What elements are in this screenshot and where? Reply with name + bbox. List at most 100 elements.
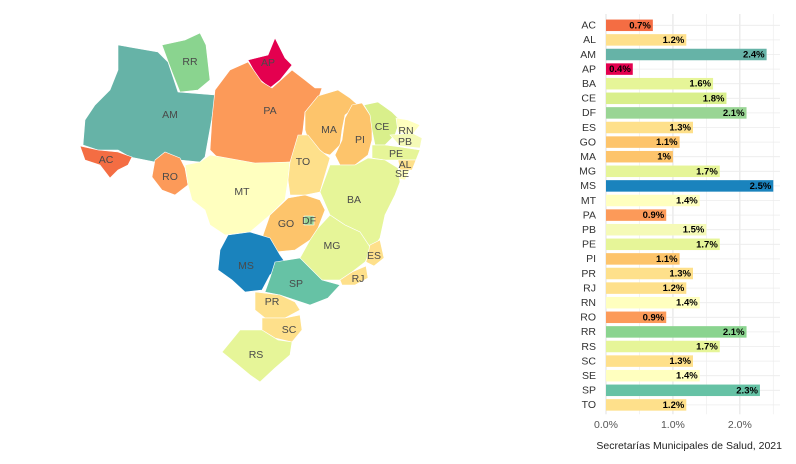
map-label-PA: PA	[263, 105, 276, 117]
state-PR	[254, 291, 301, 319]
y-tick-label-PA: PA	[583, 209, 596, 221]
bar-AC	[606, 19, 653, 32]
y-tick-label-CE: CE	[581, 93, 596, 105]
y-tick-label-MS: MS	[580, 180, 596, 192]
map-label-DF: DF	[302, 215, 316, 227]
bar-value-label-SC: 1.3%	[669, 356, 691, 367]
state-DF	[303, 215, 315, 226]
bar-value-label-MT: 1.4%	[676, 196, 698, 207]
bar-RR	[606, 326, 747, 338]
bar-TO	[606, 399, 687, 411]
map-label-GO: GO	[278, 218, 294, 230]
bar-value-label-AC: 0.7%	[629, 20, 651, 31]
bar-value-label-PR: 1.3%	[669, 269, 691, 280]
bar-GO	[606, 136, 680, 148]
x-tick-label: 2.0%	[728, 419, 752, 431]
bar-value-label-PA: 0.9%	[643, 210, 665, 221]
bar-BA	[606, 77, 714, 90]
bar-MA	[606, 150, 673, 163]
bar-value-label-RJ: 1.2%	[663, 283, 685, 294]
state-RJ	[339, 265, 369, 286]
bar-PR	[606, 267, 693, 280]
y-tick-label-ES: ES	[582, 122, 596, 134]
map-label-SC: SC	[282, 324, 297, 336]
map-label-SE: SE	[395, 168, 409, 180]
bar-PB	[606, 223, 707, 236]
bar-value-label-CE: 1.8%	[703, 93, 725, 104]
bar-MG	[606, 165, 720, 178]
state-ES	[365, 239, 385, 267]
y-tick-label-GO: GO	[580, 136, 596, 148]
state-RS	[221, 329, 293, 383]
bar-SP	[606, 384, 760, 397]
bar-PE	[606, 238, 720, 251]
map-label-AP: AP	[261, 57, 275, 69]
state-RN	[395, 117, 421, 136]
bar-value-label-DF: 2.1%	[723, 108, 745, 119]
y-tick-label-RS: RS	[581, 341, 596, 353]
map-label-ES: ES	[367, 250, 381, 262]
bar-value-label-AL: 1.2%	[663, 35, 685, 46]
map-label-PB: PB	[398, 136, 412, 148]
map-label-AC: AC	[99, 154, 114, 166]
bar-PA	[606, 209, 667, 221]
bar-value-label-MA: 1%	[657, 152, 671, 163]
state-CE	[363, 101, 401, 146]
state-PB	[389, 132, 423, 149]
map-label-PI: PI	[355, 134, 365, 146]
bar-value-label-RO: 0.9%	[643, 312, 665, 323]
map-label-RS: RS	[249, 349, 264, 361]
y-tick-label-AP: AP	[582, 63, 596, 75]
bar-value-label-SE: 1.4%	[676, 371, 698, 382]
bar-value-label-PI: 1.1%	[656, 254, 678, 265]
y-tick-label-PI: PI	[586, 253, 596, 265]
y-tick-label-MA: MA	[580, 151, 596, 163]
bar-CE	[606, 92, 727, 105]
state-AL	[397, 159, 417, 171]
y-tick-label-PB: PB	[582, 224, 596, 236]
map-label-AL: AL	[399, 159, 412, 171]
map-label-PR: PR	[265, 296, 280, 308]
bar-value-label-AM: 2.4%	[743, 50, 765, 61]
y-tick-label-TO: TO	[582, 399, 596, 411]
state-RR	[161, 32, 211, 93]
map-label-TO: TO	[296, 156, 310, 168]
y-tick-label-BA: BA	[582, 78, 596, 90]
map-label-PE: PE	[389, 148, 403, 160]
map-label-BA: BA	[347, 194, 361, 206]
brazil-map: RR AP AM PA MA CE RN PB PI PE AL SE AC T…	[79, 32, 423, 383]
bar-value-label-MS: 2.5%	[750, 181, 772, 192]
map-label-MG: MG	[324, 240, 341, 252]
y-tick-label-RO: RO	[580, 312, 596, 324]
bar-value-label-PE: 1.7%	[696, 239, 718, 250]
bar-value-label-MG: 1.7%	[696, 166, 718, 177]
y-tick-label-RN: RN	[581, 297, 596, 309]
bar-RO	[606, 311, 667, 324]
bar-SC	[606, 355, 693, 367]
map-label-SP: SP	[289, 278, 303, 290]
bar-ES	[606, 121, 693, 134]
bar-value-label-AP: 0.4%	[609, 64, 631, 75]
bar-AP	[606, 63, 633, 75]
y-tick-label-SE: SE	[582, 370, 596, 382]
bar-value-label-PB: 1.5%	[683, 225, 705, 236]
bar-value-label-ES: 1.3%	[669, 123, 691, 134]
map-label-RR: RR	[182, 56, 198, 68]
y-tick-label-AC: AC	[581, 20, 596, 32]
bar-value-label-BA: 1.6%	[689, 79, 711, 90]
bar-value-label-RS: 1.7%	[696, 342, 718, 353]
bar-AL	[606, 34, 687, 46]
bar-value-label-RR: 2.1%	[723, 327, 745, 338]
map-label-AM: AM	[162, 109, 178, 121]
source-caption: Secretarías Municipales de Salud, 2021	[596, 440, 782, 452]
y-tick-label-SC: SC	[581, 355, 596, 367]
bar-SE	[606, 369, 700, 382]
y-tick-label-AL: AL	[583, 34, 596, 46]
state-MS	[217, 231, 286, 293]
bar-MT	[606, 194, 700, 207]
bar-DF	[606, 107, 747, 119]
y-tick-label-SP: SP	[582, 385, 596, 397]
y-tick-label-MG: MG	[579, 166, 596, 178]
map-label-MA: MA	[321, 124, 337, 136]
